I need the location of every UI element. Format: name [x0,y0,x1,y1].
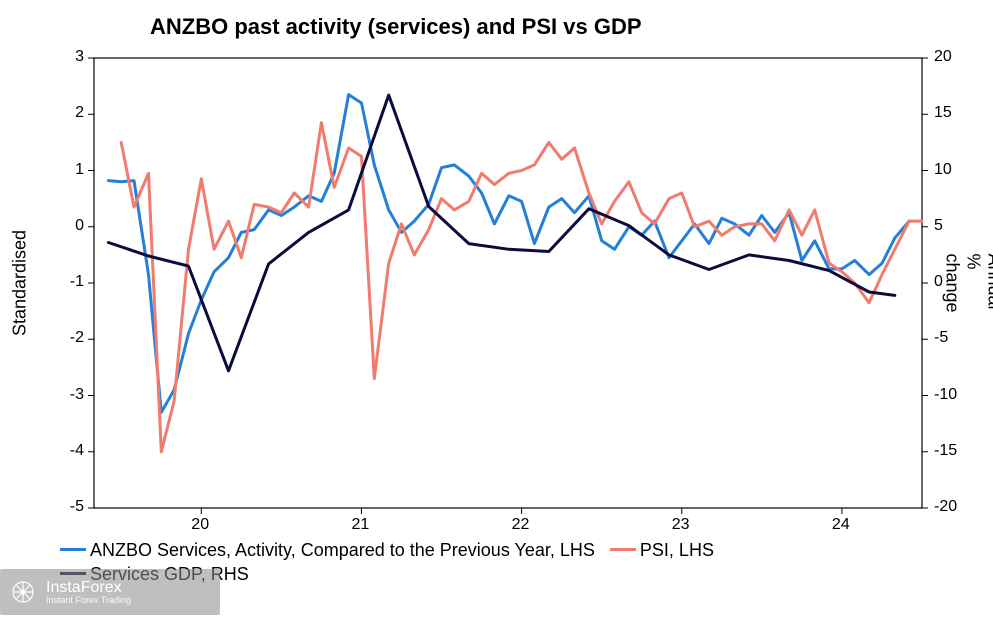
ytick-left: 0 [75,217,84,235]
ytick-left: -3 [70,386,84,404]
brand-logo-icon [8,577,38,607]
brand-watermark: InstaForex Instant Forex Trading [0,569,220,615]
ytick-right: 10 [934,161,952,179]
ytick-right: 20 [934,48,952,66]
xtick: 21 [351,516,369,534]
ytick-right: -5 [934,329,948,347]
ytick-right: -20 [934,498,957,516]
xtick: 23 [672,516,690,534]
xtick: 24 [832,516,850,534]
legend-item-anzbo: ANZBO Services, Activity, Compared to th… [60,540,600,560]
brand-tagline: Instant Forex Trading [46,596,131,605]
brand-name: InstaForex [46,579,122,596]
ytick-right: -10 [934,386,957,404]
ytick-right: 5 [934,217,943,235]
brand-text: InstaForex Instant Forex Trading [46,580,131,605]
ytick-left: -4 [70,442,84,460]
ytick-left: -5 [70,498,84,516]
ytick-left: -1 [70,273,84,291]
ytick-left: -2 [70,329,84,347]
series-anzbo-services [108,95,909,413]
legend-label-psi: PSI, LHS [640,540,714,560]
ytick-right: 0 [934,273,943,291]
ytick-left: 2 [75,104,84,122]
chart-container: { "canvas": {"width": 993, "height": 623… [0,0,993,623]
xtick: 20 [191,516,209,534]
ytick-left: 3 [75,48,84,66]
series-psi [121,123,922,452]
legend-swatch-psi [610,548,636,551]
legend-label-anzbo: ANZBO Services, Activity, Compared to th… [90,540,595,560]
xtick: 22 [512,516,530,534]
legend-swatch-anzbo [60,548,86,551]
ytick-right: -15 [934,442,957,460]
ytick-left: 1 [75,161,84,179]
ytick-right: 15 [934,104,952,122]
legend-item-psi: PSI, LHS [610,540,714,560]
